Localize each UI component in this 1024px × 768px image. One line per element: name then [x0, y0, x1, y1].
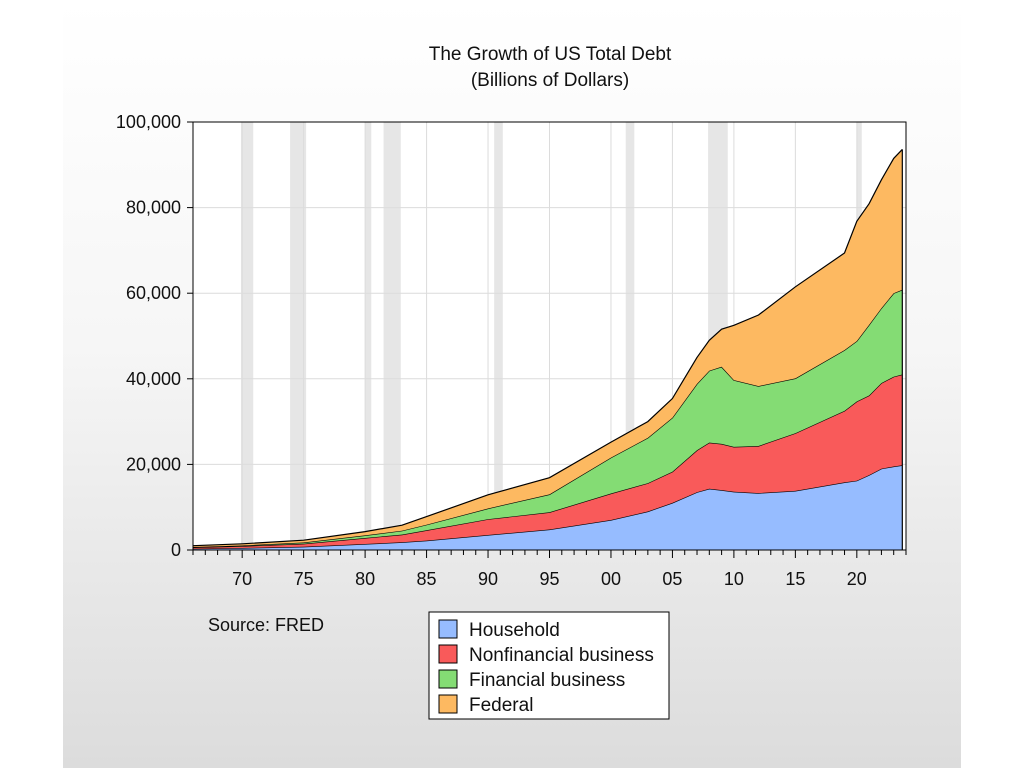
chart-title: The Growth of US Total Debt — [429, 44, 672, 65]
area-financial-business — [193, 289, 903, 548]
x-tick-label: 10 — [724, 569, 744, 589]
area-nonfinancial-business — [193, 374, 903, 549]
legend-swatch-1 — [438, 644, 458, 664]
x-tick-label: 70 — [232, 569, 252, 589]
y-tick-label: 100,000 — [116, 112, 181, 132]
legend: Household Nonfinancial business Financial … — [428, 611, 670, 720]
y-tick-label: 20,000 — [126, 454, 181, 474]
x-tick-label: 00 — [601, 569, 621, 589]
x-tick-label: 75 — [294, 569, 314, 589]
slide-background: The Growth of US Total Debt (Billions of… — [63, 0, 961, 768]
area-federal — [193, 149, 903, 547]
legend-swatch-2 — [438, 669, 458, 689]
source-note: Source: FRED — [208, 615, 324, 635]
boundary-federal — [192, 148, 903, 547]
legend-box — [428, 611, 670, 720]
legend-label-2: Financial business — [469, 670, 625, 691]
y-tick-label: 60,000 — [126, 283, 181, 303]
x-tick-label: 20 — [847, 569, 867, 589]
x-tick-label: 90 — [478, 569, 498, 589]
recession-band-0 — [240, 122, 254, 550]
stacked-areas — [192, 148, 903, 550]
y-tick-label: 80,000 — [126, 198, 181, 218]
area-household — [193, 465, 903, 550]
y-tick-label: 0 — [171, 540, 181, 560]
legend-label-1: Nonfinancial business — [469, 645, 654, 666]
x-tick-label: 95 — [539, 569, 559, 589]
recession-band-4 — [494, 122, 503, 550]
debt-chart: The Growth of US Total Debt (Billions of… — [116, 44, 907, 720]
legend-label-3: Federal — [469, 695, 533, 716]
recession-band-5 — [625, 122, 635, 550]
x-tick-label: 05 — [662, 569, 682, 589]
x-tick-label: 15 — [785, 569, 805, 589]
x-tick-label: 85 — [417, 569, 437, 589]
recession-band-1 — [290, 122, 307, 550]
x-axis-ticks: 70 75 80 85 90 95 00 05 10 15 20 — [192, 550, 907, 589]
y-tick-label: 40,000 — [126, 369, 181, 389]
x-tick-label: 80 — [355, 569, 375, 589]
y-axis-ticks: 0 20,000 40,000 60,000 80,000 100,000 — [116, 112, 193, 560]
recession-band-3 — [383, 122, 401, 550]
legend-swatch-3 — [438, 694, 458, 714]
legend-label-0: Household — [469, 620, 560, 641]
chart-subtitle: (Billions of Dollars) — [471, 70, 629, 91]
legend-swatch-0 — [438, 619, 458, 639]
recession-band-2 — [365, 122, 372, 550]
